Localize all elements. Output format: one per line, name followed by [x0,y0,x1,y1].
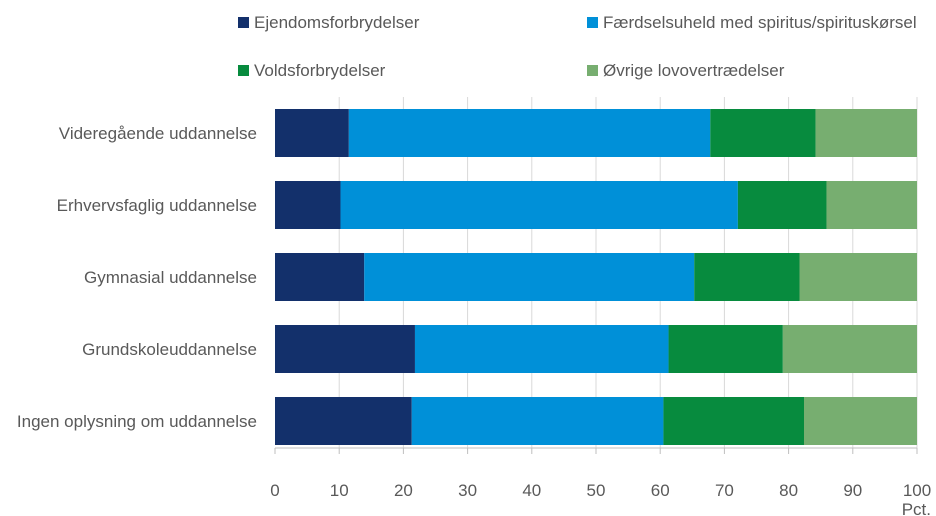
category-label: Erhvervsfaglig uddannelse [57,196,257,215]
bar-segment [364,253,695,301]
x-tick-label: 0 [270,481,279,500]
category-label: Ingen oplysning om uddannelse [17,412,257,431]
bar-segment [414,325,669,373]
legend-swatch [238,65,249,76]
x-tick-label: 90 [843,481,862,500]
bar-segment [668,325,783,373]
legend-swatch [587,65,598,76]
bar-segment [348,109,711,157]
bar-segment [782,325,917,373]
x-tick-label: 30 [458,481,477,500]
x-tick-label: 80 [779,481,798,500]
bar-segment [826,181,917,229]
category-labels: Videregående uddannelse Erhvervsfaglig ud… [17,124,257,431]
legend-label: Færdselsuheld med spiritus/spirituskørse… [603,13,917,32]
x-tick-label: 100 [903,481,931,500]
bar-segment [799,253,917,301]
legend-swatch [238,17,249,28]
legend-label: Ejendomsforbrydelser [254,13,420,32]
bar-segment [275,325,415,373]
bar-segment [275,181,341,229]
bar-segment [275,109,349,157]
bar-segment [663,397,805,445]
x-tick-label: 60 [651,481,670,500]
bar-segment [275,397,412,445]
category-label: Videregående uddannelse [59,124,257,143]
legend: Ejendomsforbrydelser Færdselsuheld med sp… [238,13,917,80]
bar-segment [694,253,800,301]
bar-segment [710,109,816,157]
bar-segment [340,181,738,229]
bar-segment [737,181,827,229]
x-unit-label: Pct. [902,500,931,516]
bars [275,109,917,445]
legend-label: Voldsforbrydelser [254,61,386,80]
legend-label: Øvrige lovovertrædelser [603,61,785,80]
bar-segment [411,397,664,445]
x-tick-label: 10 [330,481,349,500]
bar-segment [804,397,917,445]
category-label: Grundskoleuddannelse [82,340,257,359]
legend-swatch [587,17,598,28]
x-tick-label: 40 [522,481,541,500]
x-tick-label: 50 [587,481,606,500]
bar-segment [815,109,917,157]
category-label: Gymnasial uddannelse [84,268,257,287]
x-tick-label: 70 [715,481,734,500]
x-tick-label: 20 [394,481,413,500]
bar-segment [275,253,365,301]
